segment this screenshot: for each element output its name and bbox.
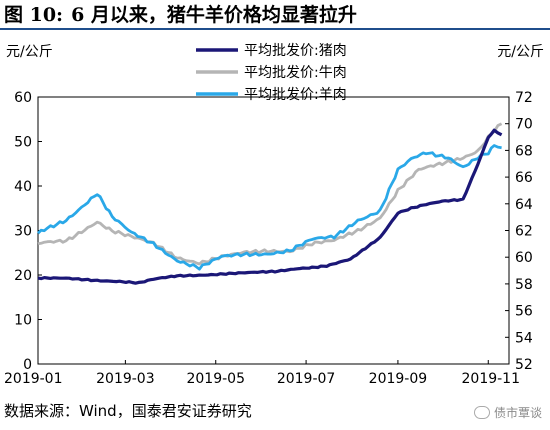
axes: 元/公斤 元/公斤 0 10 20 30 40 50 60 52 54 56 58 60 62 64 66 68 7… [4,44,544,387]
legend-label: 平均批发价:牛肉 [244,65,347,81]
right-tick-label: 58 [515,277,533,293]
legend-label: 平均批发价:猪肉 [244,43,347,59]
x-tick-label: 2019-07 [277,371,336,387]
x-tick-label: 2019-11 [462,371,521,387]
left-axis-unit: 元/公斤 [6,44,53,60]
right-tick-label: 70 [515,117,533,133]
watermark-text: 债市覃谈 [493,406,542,420]
left-tick-label: 0 [23,357,32,373]
watermark: 债市覃谈 [473,404,542,421]
x-tick-label: 2019-09 [369,371,428,387]
left-tick-label: 20 [14,268,32,284]
right-axis-unit: 元/公斤 [497,44,544,60]
right-tick-label: 68 [515,143,533,159]
right-tick-label: 54 [515,330,533,346]
x-tick-label: 2019-03 [96,371,155,387]
source-note: 数据来源：Wind，国泰君安证券研究 [4,402,252,420]
left-tick-label: 60 [14,90,32,106]
series-line-2 [37,122,503,266]
series-line-3 [37,144,502,271]
left-tick-label: 30 [14,224,32,240]
right-tick-label: 62 [515,224,533,240]
x-tick-label: 2019-05 [186,371,245,387]
plot-frame [37,96,510,365]
figure-number: 图 10: [4,4,64,26]
right-tick-label: 56 [515,304,533,320]
left-tick-label: 10 [14,313,32,329]
figure-title: 图 10: 6 月以来，猪牛羊价格均显著拉升 [0,0,550,30]
right-tick-label: 72 [515,90,533,106]
left-tick-label: 40 [14,179,32,195]
left-tick-label: 50 [14,135,32,151]
right-tick-label: 66 [515,170,533,186]
right-tick-label: 64 [515,197,533,213]
line-chart: 元/公斤 元/公斤 0 10 20 30 40 50 60 52 54 56 58 60 62 64 66 68 7… [4,43,544,387]
wechat-icon [473,406,490,419]
series-lines [37,122,503,285]
right-tick-label: 52 [515,357,533,373]
legend-label: 平均批发价:羊肉 [244,87,347,103]
series-line-1 [37,128,503,285]
figure-title-text: 6 月以来，猪牛羊价格均显著拉升 [71,4,357,26]
x-tick-label: 2019-01 [4,371,63,387]
right-tick-label: 60 [515,250,533,266]
